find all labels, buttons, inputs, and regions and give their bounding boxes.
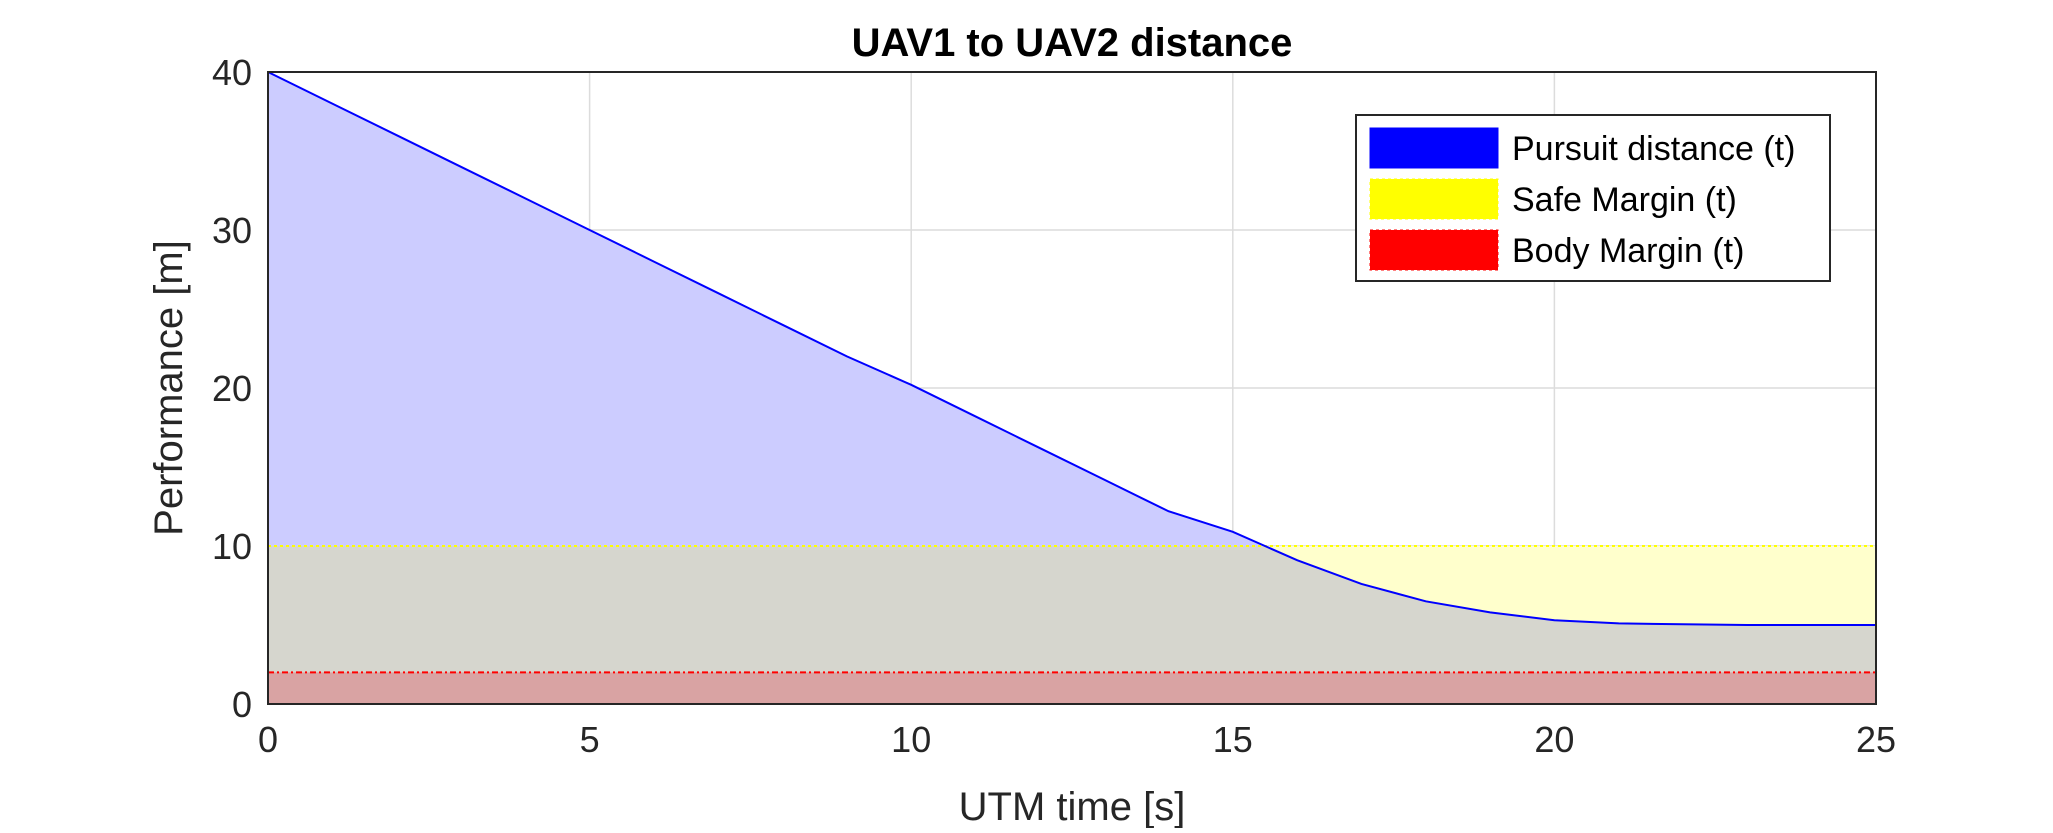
y-tick-label: 0	[232, 684, 252, 725]
x-tick-label: 0	[258, 719, 278, 760]
legend: Pursuit distance (t) Safe Margin (t) Body …	[1355, 114, 1831, 282]
x-tick-label: 15	[1213, 719, 1253, 760]
pursuit-distance-line	[267, 71, 1876, 626]
legend-label: Safe Margin (t)	[1512, 181, 1737, 219]
y-tick-label: 10	[212, 526, 252, 567]
legend-swatch	[1369, 178, 1499, 220]
y-tick-label: 20	[212, 368, 252, 409]
chart-title: UAV1 to UAV2 distance	[852, 21, 1293, 65]
x-tick-label: 20	[1534, 719, 1574, 760]
y-tick-labels: 0 10 20 30 40	[212, 52, 252, 725]
legend-swatch	[1369, 229, 1499, 271]
y-tick-label: 40	[212, 52, 252, 93]
x-axis-label: UTM time [s]	[959, 785, 1186, 828]
plot-frame	[267, 71, 1877, 705]
x-tick-label: 5	[580, 719, 600, 760]
legend-swatch	[1369, 127, 1499, 169]
y-axis-label: Performance [m]	[147, 240, 191, 536]
legend-label: Pursuit distance (t)	[1512, 130, 1795, 168]
overlap-area	[268, 546, 1876, 704]
body-margin-area	[268, 672, 1876, 704]
x-tick-label: 10	[891, 719, 931, 760]
y-tick-label: 30	[212, 210, 252, 251]
x-tick-labels: 0 5 10 15 20 25	[258, 719, 1896, 760]
legend-label: Body Margin (t)	[1512, 232, 1744, 270]
x-tick-label: 25	[1856, 719, 1896, 760]
